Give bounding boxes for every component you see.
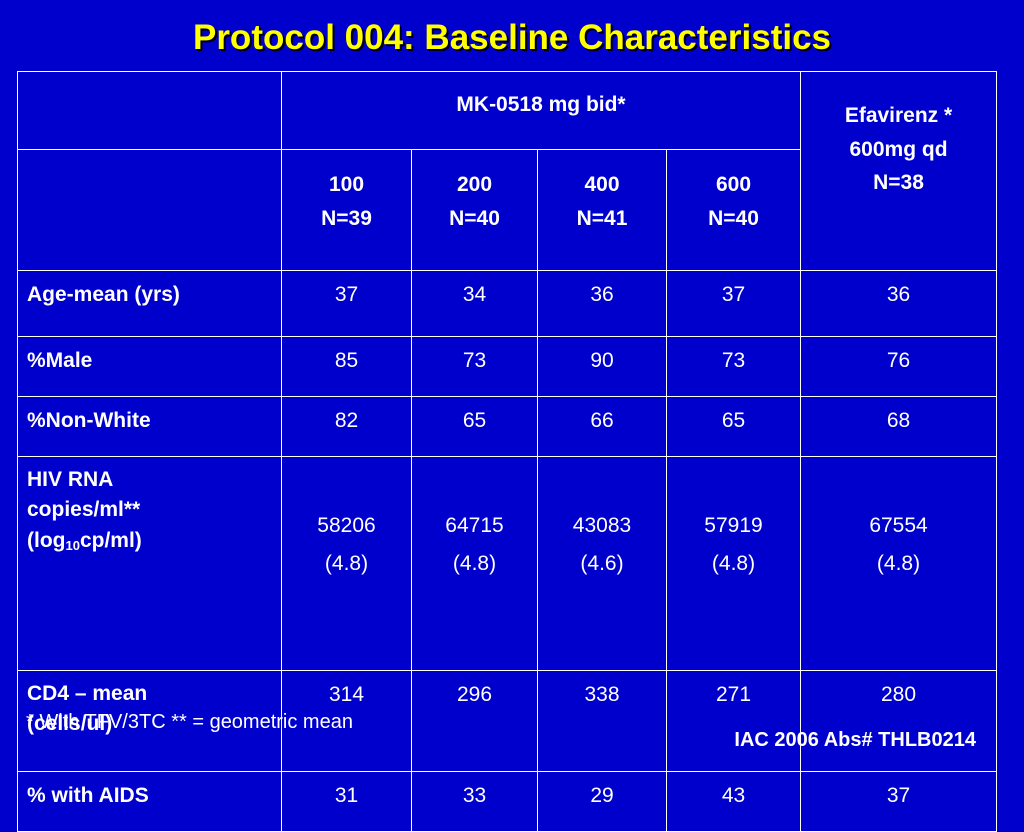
hiv-copies: 58206 bbox=[317, 514, 376, 537]
table-row-nonwhite: %Non-White 82 65 66 65 68 bbox=[17, 396, 998, 457]
dose-value: 400 bbox=[584, 173, 620, 196]
hiv-label-log: (log bbox=[27, 528, 66, 552]
hiv-label-subscript: 10 bbox=[65, 537, 80, 553]
dose-value: 600 bbox=[715, 173, 752, 196]
cell-hiv-600: 57919 (4.8) bbox=[665, 456, 802, 671]
hiv-log: (4.8) bbox=[711, 551, 756, 575]
cell-hiv-efavirenz: 67554 (4.8) bbox=[800, 456, 998, 671]
hiv-copies: 43083 bbox=[572, 514, 632, 537]
cell-aids-200: 33 bbox=[411, 771, 538, 832]
cell-nonwhite-100: 82 bbox=[281, 396, 412, 457]
efavirenz-header: Efavirenz * 600mg qd N=38 bbox=[800, 71, 998, 271]
dose-header-600: 600 N=40 bbox=[665, 149, 802, 271]
cd4-label-line1: CD4 – mean bbox=[27, 682, 148, 705]
cd4-label-line2: (cells/ul) bbox=[27, 712, 113, 736]
hiv-label-line1: HIV RNA bbox=[27, 468, 114, 491]
dose-header-200: 200 N=40 bbox=[411, 149, 538, 271]
hiv-log: (4.8) bbox=[876, 551, 921, 575]
table-row-age: Age-mean (yrs) 37 34 36 37 36 bbox=[17, 270, 998, 337]
mk0518-group-header: MK-0518 mg bid* bbox=[280, 71, 802, 150]
dose-n: N=40 bbox=[708, 206, 759, 230]
cell-hiv-400: 43083 (4.6) bbox=[537, 456, 667, 671]
hiv-log: (4.6) bbox=[580, 551, 624, 575]
cell-aids-efavirenz: 37 bbox=[800, 771, 998, 832]
cell-age-600: 37 bbox=[665, 270, 802, 337]
cell-cd4-400: 338 bbox=[537, 670, 667, 772]
cell-age-400: 36 bbox=[537, 270, 667, 337]
hiv-copies: 64715 bbox=[445, 514, 504, 537]
cell-aids-400: 29 bbox=[537, 771, 667, 832]
source-citation: IAC 2006 Abs# THLB0214 bbox=[734, 729, 976, 751]
efavirenz-n: N=38 bbox=[873, 171, 924, 195]
cell-cd4-efavirenz: 280 bbox=[800, 670, 998, 772]
cell-aids-600: 43 bbox=[665, 771, 802, 832]
hiv-log: (4.8) bbox=[452, 551, 497, 575]
table-header-row: MK-0518 mg bid* Efavirenz * 600mg qd N=3… bbox=[17, 71, 998, 271]
cell-cd4-100: 314 bbox=[281, 670, 412, 772]
cell-hiv-200: 64715 (4.8) bbox=[411, 456, 538, 671]
cell-aids-100: 31 bbox=[281, 771, 412, 832]
hiv-copies: 67554 bbox=[869, 514, 928, 537]
cell-age-efavirenz: 36 bbox=[800, 270, 998, 337]
efavirenz-dose: 600mg qd bbox=[849, 137, 948, 161]
cell-nonwhite-efavirenz: 68 bbox=[800, 396, 998, 457]
cell-age-100: 37 bbox=[281, 270, 412, 337]
dose-value: 200 bbox=[456, 173, 493, 196]
row-label-age: Age-mean (yrs) bbox=[17, 270, 282, 337]
cell-male-600: 73 bbox=[665, 336, 802, 397]
dose-n: N=41 bbox=[576, 206, 628, 230]
cell-nonwhite-200: 65 bbox=[411, 396, 538, 457]
cell-male-400: 90 bbox=[537, 336, 667, 397]
hiv-label-unit: cp/ml) bbox=[79, 528, 142, 552]
slide-title: Protocol 004: Baseline Characteristics bbox=[192, 18, 832, 57]
dose-header-400: 400 N=41 bbox=[537, 149, 667, 271]
cell-male-efavirenz: 76 bbox=[800, 336, 998, 397]
cell-nonwhite-400: 66 bbox=[537, 396, 667, 457]
dose-header-100: 100 N=39 bbox=[281, 149, 412, 271]
efavirenz-name: Efavirenz * bbox=[844, 104, 953, 127]
table-row-male: %Male 85 73 90 73 76 bbox=[17, 336, 998, 397]
dose-header-row: 100 N=39 200 N=40 400 N=41 600 N=40 bbox=[17, 149, 997, 271]
row-label-hiv-rna: HIV RNA copies/ml** (log10cp/ml) bbox=[17, 456, 282, 671]
cell-nonwhite-600: 65 bbox=[665, 396, 802, 457]
empty-corner-cell bbox=[17, 71, 282, 150]
cell-cd4-600: 271 bbox=[665, 670, 802, 772]
table-row-hiv-rna: HIV RNA copies/ml** (log10cp/ml) 58206 (… bbox=[17, 456, 998, 671]
row-label-nonwhite: %Non-White bbox=[17, 396, 282, 457]
row-label-male: %Male bbox=[17, 336, 282, 397]
hiv-label-line3: (log10cp/ml) bbox=[27, 526, 281, 556]
cell-age-200: 34 bbox=[411, 270, 538, 337]
cell-cd4-200: 296 bbox=[411, 670, 538, 772]
row-label-cd4: CD4 – mean (cells/ul) bbox=[17, 670, 282, 772]
cell-hiv-100: 58206 (4.8) bbox=[281, 456, 412, 671]
table-row-cd4: CD4 – mean (cells/ul) 314 296 338 271 28… bbox=[17, 670, 998, 772]
dose-value: 100 bbox=[328, 173, 365, 196]
cell-male-100: 85 bbox=[281, 336, 412, 397]
dose-n: N=40 bbox=[449, 206, 500, 230]
hiv-label-line2: copies/ml** bbox=[27, 498, 141, 522]
hiv-log: (4.8) bbox=[324, 551, 369, 575]
row-label-aids: % with AIDS bbox=[17, 771, 282, 832]
dose-n: N=39 bbox=[321, 206, 372, 230]
footnote: * With TFV/3TC ** = geometric mean bbox=[26, 711, 353, 733]
cell-male-200: 73 bbox=[411, 336, 538, 397]
table-row-aids: % with AIDS 31 33 29 43 37 bbox=[17, 771, 998, 832]
hiv-copies: 57919 bbox=[704, 514, 763, 537]
empty-label-cell bbox=[17, 149, 282, 271]
